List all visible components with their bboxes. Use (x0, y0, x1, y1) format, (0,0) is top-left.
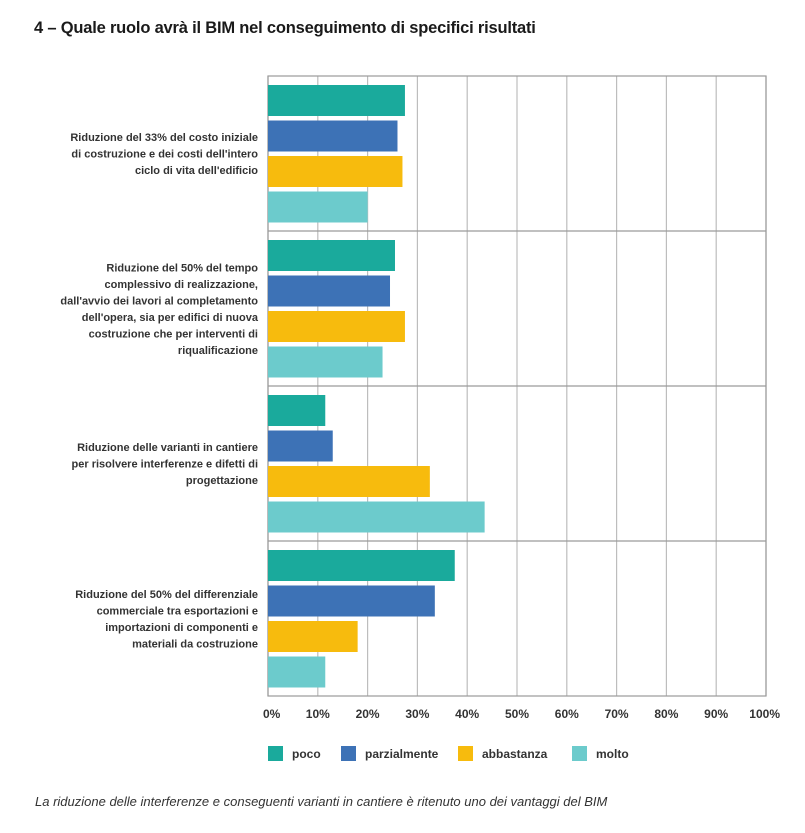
legend-label-parzialmente: parzialmente (365, 747, 439, 761)
legend-swatch-parzialmente (341, 746, 356, 761)
bar-molto-1 (268, 191, 368, 223)
bar-poco-2 (268, 240, 395, 271)
category-label: per risolvere interferenze e difetti di (72, 459, 258, 471)
bar-chart: Riduzione del 33% del costo iniziale di c… (60, 75, 780, 761)
category-label: Riduzione del 50% del tempo (106, 262, 258, 274)
bar-poco-4 (268, 550, 455, 581)
chart-title: 4 – Quale ruolo avrà il BIM nel consegui… (34, 19, 536, 37)
x-tick-label: 10% (306, 707, 330, 721)
category-label: costruzione che per interventi di (89, 328, 258, 340)
bar-abbastanza-1 (268, 156, 403, 187)
x-tick-label: 80% (654, 707, 678, 721)
category-label: commerciale tra esportazioni e (97, 605, 258, 617)
category-label: ciclo di vita dell'edificio (135, 165, 258, 177)
category-label: di costruzione e dei costi dell'intero (71, 149, 258, 161)
legend-swatch-poco (268, 746, 283, 761)
x-tick-label: 30% (405, 707, 429, 721)
category-label: importazioni di componenti e (105, 622, 258, 634)
legend-label-molto: molto (596, 747, 629, 761)
figure-caption: La riduzione delle interferenze e conseg… (35, 794, 608, 809)
category-label: materiali da costruzione (132, 638, 258, 650)
x-tick-label: 70% (605, 707, 629, 721)
bar-parzialmente-4 (268, 585, 435, 617)
bar-abbastanza-4 (268, 621, 358, 652)
legend-label-abbastanza: abbastanza (482, 747, 548, 761)
bar-poco-1 (268, 85, 405, 116)
x-tick-label: 20% (356, 707, 380, 721)
category-label: complessivo di realizzazione, (105, 279, 258, 291)
bar-abbastanza-3 (268, 466, 430, 497)
category-label: dall'avvio dei lavori al completamento (60, 295, 258, 307)
bar-parzialmente-2 (268, 275, 391, 307)
category-label: riqualificazione (178, 345, 258, 357)
x-tick-label: 100% (749, 707, 780, 721)
bar-molto-2 (268, 346, 383, 378)
bar-poco-3 (268, 395, 326, 426)
category-label: Riduzione del 50% del differenziale (75, 589, 258, 601)
bar-molto-4 (268, 656, 326, 688)
x-tick-label: 90% (704, 707, 728, 721)
category-label: Riduzione del 33% del costo iniziale (70, 132, 258, 144)
legend-label-poco: poco (292, 747, 321, 761)
legend-swatch-molto (572, 746, 587, 761)
x-tick-label: 40% (455, 707, 479, 721)
category-label: dell'opera, sia per edifici di nuova (82, 312, 259, 324)
category-label: Riduzione delle varianti in cantiere (77, 442, 258, 454)
bar-molto-3 (268, 501, 485, 533)
x-tick-label: 50% (505, 707, 529, 721)
x-tick-label: 0% (263, 707, 281, 721)
bar-parzialmente-1 (268, 120, 398, 152)
category-label: progettazione (186, 475, 258, 487)
x-tick-label: 60% (555, 707, 579, 721)
legend-swatch-abbastanza (458, 746, 473, 761)
bar-abbastanza-2 (268, 311, 405, 342)
bar-parzialmente-3 (268, 430, 333, 462)
